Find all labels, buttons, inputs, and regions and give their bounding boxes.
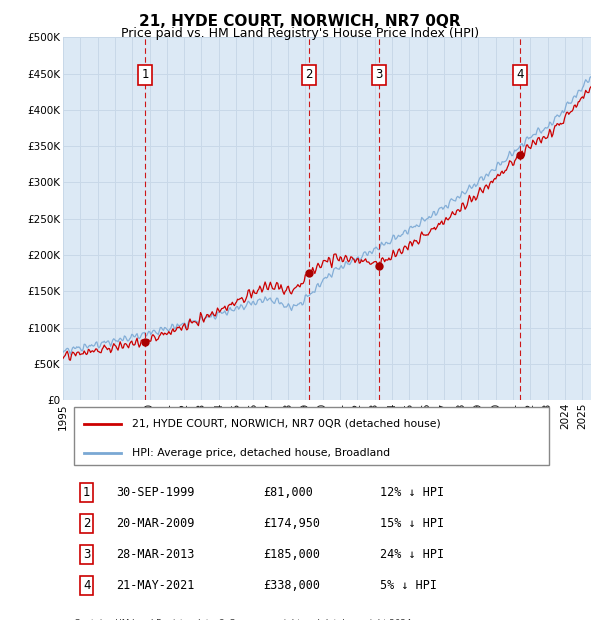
Text: Price paid vs. HM Land Registry's House Price Index (HPI): Price paid vs. HM Land Registry's House … [121,27,479,40]
Text: 2: 2 [83,517,91,530]
Text: 1: 1 [83,486,91,499]
Bar [74,407,549,466]
Text: 15% ↓ HPI: 15% ↓ HPI [380,517,444,530]
Text: 5% ↓ HPI: 5% ↓ HPI [380,579,437,592]
Text: 3: 3 [83,548,91,561]
Text: Contains HM Land Registry data © Crown copyright and database right 2024.: Contains HM Land Registry data © Crown c… [74,619,413,620]
Text: HPI: Average price, detached house, Broadland: HPI: Average price, detached house, Broa… [131,448,390,458]
Text: 12% ↓ HPI: 12% ↓ HPI [380,486,444,499]
Text: 21, HYDE COURT, NORWICH, NR7 0QR (detached house): 21, HYDE COURT, NORWICH, NR7 0QR (detach… [131,419,440,429]
Text: 28-MAR-2013: 28-MAR-2013 [116,548,194,561]
Text: £174,950: £174,950 [263,517,320,530]
Text: 24% ↓ HPI: 24% ↓ HPI [380,548,444,561]
Text: 30-SEP-1999: 30-SEP-1999 [116,486,194,499]
Text: £81,000: £81,000 [263,486,314,499]
Text: 4: 4 [83,579,91,592]
Text: 20-MAR-2009: 20-MAR-2009 [116,517,194,530]
Text: 2: 2 [305,68,313,81]
Text: 3: 3 [375,68,382,81]
Text: 1: 1 [142,68,149,81]
Text: £338,000: £338,000 [263,579,320,592]
Text: 21-MAY-2021: 21-MAY-2021 [116,579,194,592]
Text: £185,000: £185,000 [263,548,320,561]
Text: 4: 4 [516,68,523,81]
Text: 21, HYDE COURT, NORWICH, NR7 0QR: 21, HYDE COURT, NORWICH, NR7 0QR [139,14,461,29]
